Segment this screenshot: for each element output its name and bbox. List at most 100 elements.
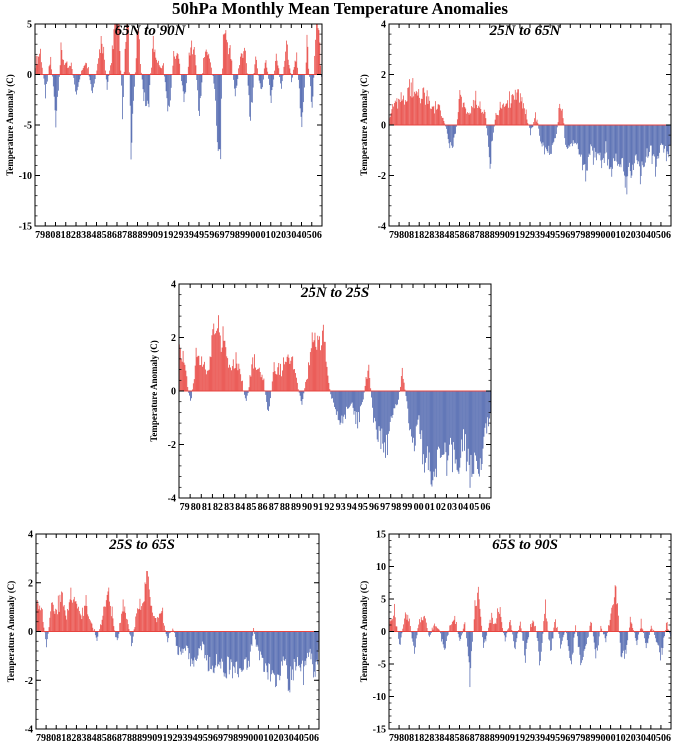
bar <box>336 391 338 412</box>
bar <box>245 391 247 401</box>
bar <box>399 99 400 125</box>
bar <box>265 631 267 666</box>
x-tick-label: 99 <box>238 733 248 744</box>
bar <box>461 391 463 440</box>
bar <box>500 107 502 125</box>
bar <box>176 52 178 75</box>
bar <box>86 63 87 75</box>
bar <box>263 74 264 80</box>
bar <box>319 42 321 75</box>
bar <box>316 631 318 660</box>
x-tick-label: 94 <box>540 230 550 241</box>
bar <box>539 631 540 666</box>
bar <box>159 613 161 632</box>
bar <box>191 40 193 75</box>
bar <box>261 74 263 90</box>
bar <box>592 125 594 165</box>
bar <box>434 391 436 477</box>
bar <box>231 366 233 391</box>
bar <box>203 631 205 645</box>
bar <box>621 631 623 658</box>
x-tick-label: 85 <box>246 502 256 513</box>
bar <box>395 391 397 405</box>
bar <box>146 74 148 101</box>
bar <box>334 391 335 407</box>
bar <box>424 92 425 125</box>
bar <box>54 613 56 632</box>
bar <box>40 48 41 75</box>
bar <box>62 592 63 632</box>
bar <box>132 631 134 637</box>
bar <box>113 29 115 75</box>
bar <box>197 355 199 391</box>
bar <box>202 366 203 391</box>
bar <box>401 100 403 125</box>
bar <box>394 391 396 409</box>
bar <box>332 391 333 399</box>
bar <box>238 631 239 678</box>
bar <box>344 391 346 415</box>
x-tick-label: 03 <box>631 230 641 241</box>
bar <box>403 624 404 632</box>
bar <box>103 46 105 75</box>
bar <box>626 631 628 645</box>
bar <box>455 125 457 134</box>
bar <box>125 41 127 75</box>
bar <box>264 62 266 75</box>
bar <box>566 125 568 149</box>
bar <box>341 391 343 416</box>
x-tick-label: 98 <box>228 733 238 744</box>
bar <box>420 103 421 125</box>
bar <box>224 340 226 391</box>
bar <box>430 108 431 125</box>
bar <box>638 631 639 635</box>
bar <box>96 631 98 641</box>
bar <box>393 615 394 632</box>
bar <box>396 98 398 125</box>
bar <box>474 391 476 453</box>
bar <box>108 74 110 76</box>
bar <box>205 369 206 391</box>
bar <box>46 74 48 82</box>
y-axis-label: Temperature Anomaly (C) <box>149 340 159 442</box>
bar <box>448 391 450 456</box>
bar <box>438 391 439 447</box>
bar <box>50 611 52 632</box>
bar <box>75 601 77 632</box>
bar <box>648 631 650 639</box>
bar <box>36 64 38 75</box>
bar <box>310 74 311 87</box>
bar <box>307 46 309 75</box>
bar <box>430 108 432 125</box>
bar <box>532 125 534 127</box>
bar <box>281 74 282 89</box>
bar <box>274 631 276 676</box>
bar <box>162 607 164 632</box>
bar <box>470 631 472 669</box>
bar <box>420 617 422 632</box>
bar <box>149 74 151 86</box>
bar <box>640 618 642 632</box>
bar <box>577 631 579 648</box>
bar <box>207 370 209 391</box>
bar <box>496 114 498 125</box>
bar <box>545 125 547 150</box>
bar <box>577 125 579 150</box>
bar <box>330 391 332 395</box>
x-tick-label: 96 <box>369 502 379 513</box>
bar <box>197 74 199 91</box>
bar <box>272 631 274 673</box>
bar <box>230 631 232 660</box>
bar <box>529 125 530 128</box>
bar <box>90 74 92 85</box>
bar <box>145 74 146 107</box>
bar <box>587 125 589 157</box>
bar <box>533 122 535 125</box>
bar <box>71 600 73 632</box>
bar <box>415 631 417 639</box>
x-tick-label: 90 <box>147 733 157 744</box>
y-axis-label: Temperature Anomaly (C) <box>5 74 15 176</box>
bar <box>430 391 432 485</box>
bar <box>456 125 457 127</box>
bar <box>161 68 163 75</box>
